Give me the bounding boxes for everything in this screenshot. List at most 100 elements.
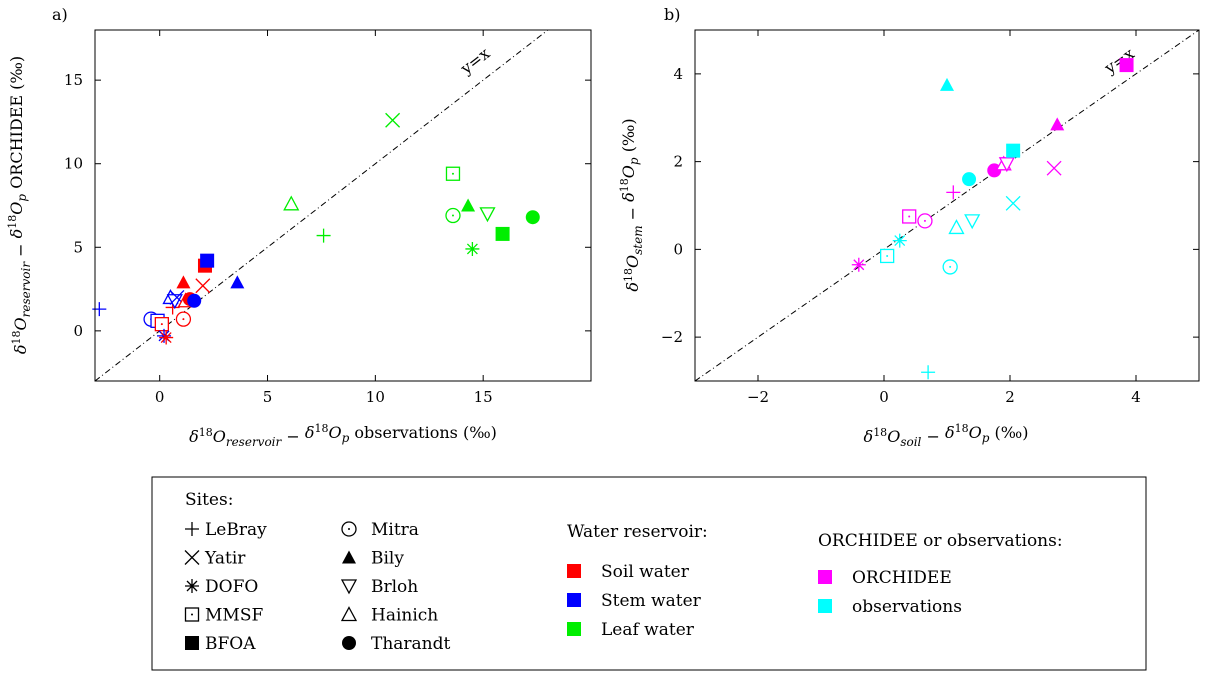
x-tick-label: 0 [155, 388, 165, 406]
legend-site-label: Hainich [371, 606, 438, 626]
data-point-bily [230, 275, 245, 289]
data-point-brloh [998, 157, 1015, 173]
data-point-hainich [283, 195, 300, 211]
legend-site-label: DOFO [205, 577, 258, 597]
x-tick-label: 15 [474, 388, 493, 406]
data-point-bfoa [200, 253, 215, 268]
data-point-yatir [1005, 195, 1021, 211]
legend-color-swatch [567, 622, 581, 636]
y-tick-label: 4 [673, 65, 683, 83]
panel-a-points [92, 112, 540, 345]
y-tick-label: 0 [673, 240, 683, 258]
legend-marker-tharandt [342, 636, 356, 650]
data-point-dofo [465, 241, 480, 256]
data-point-lebray [92, 302, 107, 317]
legend-marker-mmsf [184, 607, 200, 622]
legend-color-swatch [567, 593, 581, 607]
panel-a-frame [94, 29, 592, 382]
x-tick-label: 0 [879, 388, 889, 406]
legend-site-label: LeBray [205, 520, 267, 540]
legend-source-label: observations [852, 597, 962, 617]
legend-reservoir-label: Leaf water [601, 620, 695, 640]
data-point-mmsf [445, 166, 461, 181]
legend-marker-hainich [340, 606, 358, 622]
data-point-lebray [921, 365, 936, 380]
data-point-yatir [1046, 160, 1062, 176]
panel-a: a) y=x 0 5 10 15 0 5 10 15 δ18Oreservoir − δ18O… [6, 5, 592, 449]
legend-marker-bily [342, 550, 356, 564]
legend-site-label: Bily [371, 549, 404, 569]
data-point-bfoa [495, 226, 510, 241]
legend-marker-bfoa [185, 636, 199, 650]
legend-box [151, 476, 1147, 671]
y-equals-x-line [695, 30, 1199, 381]
data-point-lebray [316, 228, 331, 243]
legend-marker-dofo [185, 579, 199, 593]
panel-a-reference-label: y=x [456, 44, 493, 79]
legend-site-label: BFOA [205, 634, 256, 654]
data-point-mitra [175, 311, 192, 327]
panel-a-ticks: 0 5 10 15 0 5 10 15 [64, 30, 591, 406]
data-point-bily [1050, 117, 1065, 131]
data-point-mmsf [154, 317, 170, 332]
legend-reservoir-label: Stem water [601, 591, 702, 611]
legend: Sites: LeBray Yatir DOFO MMSF BFOA Mitra Bily B… [151, 476, 1147, 671]
x-tick-label: 4 [1131, 388, 1141, 406]
panel-b-ticks: −2 0 2 4 −2 0 2 4 [661, 30, 1199, 406]
data-point-yatir [195, 278, 211, 294]
panel-a-reference-line [95, 30, 549, 381]
panel-a-y-axis-label: δ18Oreservoir − δ18Op ORCHIDEE (‰) [6, 56, 33, 354]
legend-marker-mitra [341, 521, 357, 537]
legend-source-title: ORCHIDEE or observations: [818, 531, 1063, 551]
data-point-mitra [942, 259, 958, 275]
data-point-bily [940, 77, 954, 91]
y-equals-x-line [95, 30, 549, 381]
legend-reservoir-title: Water reservoir: [567, 522, 708, 542]
legend-site-label: MMSF [205, 606, 263, 626]
data-point-tharandt [962, 172, 977, 187]
legend-marker-lebray [185, 522, 199, 536]
data-point-dofo [159, 330, 174, 345]
panel-a-label: a) [52, 5, 68, 24]
legend-site-label: Brloh [371, 577, 418, 597]
data-point-brloh [479, 207, 496, 223]
data-point-mitra [917, 213, 933, 229]
data-point-dofo [851, 257, 866, 272]
panel-a-x-axis-label: δ18Oreservoir − δ18Op observations (‰) [189, 422, 497, 449]
data-point-dofo [892, 233, 907, 248]
panel-b-reference-line [695, 30, 1199, 381]
legend-site-label: Tharandt [371, 634, 451, 654]
legend-site-label: Yatir [204, 549, 246, 569]
panel-b-y-axis-label: δ18Ostem − δ18Op (‰) [618, 118, 645, 291]
panel-b-frame [694, 29, 1200, 382]
x-tick-label: 2 [1005, 388, 1015, 406]
y-tick-label: 0 [73, 322, 83, 340]
y-tick-label: 15 [64, 71, 83, 89]
data-point-bfoa [1119, 58, 1134, 73]
data-point-hainich [948, 219, 965, 235]
legend-marker-yatir [184, 550, 200, 565]
legend-color-swatch [818, 570, 832, 584]
data-point-bily [461, 198, 476, 212]
panel-b-points [851, 58, 1134, 380]
panel-b-x-axis-label: δ18Osoil − δ18Op (‰) [864, 422, 1029, 449]
legend-sites: LeBray Yatir DOFO MMSF BFOA Mitra Bily Brloh Hai… [184, 520, 451, 654]
y-tick-label: −2 [661, 328, 683, 346]
legend-reservoirs: Soil water Stem water Leaf water [567, 562, 702, 640]
data-point-bfoa [1006, 143, 1021, 158]
x-tick-label: 10 [366, 388, 385, 406]
data-point-mmsf [880, 248, 895, 264]
legend-site-label: Mitra [371, 520, 419, 540]
data-point-mitra [445, 207, 461, 224]
data-point-mmsf [902, 209, 917, 224]
data-point-tharandt [525, 210, 540, 225]
legend-sites-title: Sites: [185, 490, 233, 510]
data-point-yatir [385, 112, 401, 128]
panel-b-label: b) [664, 5, 680, 24]
x-tick-label: −2 [747, 388, 769, 406]
y-tick-label: 2 [673, 153, 683, 171]
legend-sources: ORCHIDEE observations [818, 568, 962, 617]
data-point-tharandt [187, 293, 202, 308]
